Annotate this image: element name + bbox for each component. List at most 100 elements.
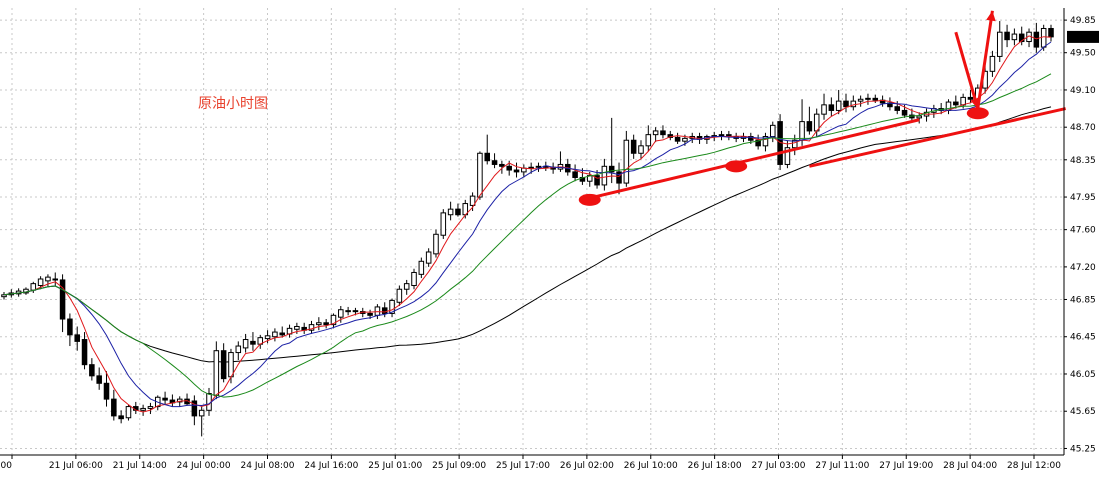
candle-body-bull <box>989 55 996 72</box>
candle-body-bull <box>865 97 871 100</box>
candle-layer <box>1 21 1054 437</box>
candle-body-bull <box>425 251 432 264</box>
candle-body-bear <box>89 364 95 377</box>
candle <box>59 274 66 333</box>
y-tick-label: 45.65 <box>1070 407 1096 417</box>
x-tick-label: 25 Jul 09:00 <box>432 461 486 471</box>
candle <box>477 151 483 200</box>
candle <box>345 306 351 316</box>
candle <box>425 248 432 267</box>
candle <box>623 130 630 187</box>
candle <box>316 317 322 331</box>
candle <box>865 93 871 105</box>
x-tick-label: 27 Jul 03:00 <box>752 461 806 471</box>
candle-body-bear <box>616 171 622 184</box>
candle-body-bear <box>52 278 59 281</box>
candle-body-bull <box>37 278 44 287</box>
candle-body-bear <box>81 339 88 366</box>
moving-average-line-ma-mid <box>3 41 1052 408</box>
candle-body-bear <box>250 340 256 345</box>
moving-average-line-ma-fast <box>3 35 1052 413</box>
candle-body-bull <box>638 145 644 154</box>
long-ma-layer <box>3 106 1052 363</box>
candle-body-bull <box>338 309 344 318</box>
candle <box>330 313 337 329</box>
ma-layer <box>3 35 1052 413</box>
candle-body-bear <box>894 106 901 111</box>
moving-average-line-ma-slow <box>3 73 1052 398</box>
candle-body-bear <box>872 97 879 101</box>
candle-body-bull <box>762 136 769 147</box>
x-tick-label: 28 Jul 12:00 <box>1007 461 1061 471</box>
candle-body-bear <box>843 100 849 108</box>
candle-body-bear <box>806 121 813 132</box>
candle <box>601 158 608 191</box>
candle-body-bear <box>111 398 117 417</box>
candle <box>140 404 146 416</box>
x-tick-label: 28 Jul 04:00 <box>943 461 997 471</box>
candle <box>850 95 857 111</box>
x-tick-label: 2:00 <box>0 461 12 471</box>
candle-body-bull <box>396 288 403 303</box>
candle-body-bull <box>469 195 476 206</box>
candle-body-bull <box>140 407 146 411</box>
candle-body-bear <box>279 332 285 336</box>
candle-body-bull <box>272 331 278 338</box>
candle-body-bull <box>857 98 864 102</box>
x-tick-label: 21 Jul 14:00 <box>113 461 167 471</box>
candle-body-bear <box>323 322 329 326</box>
y-tick-label: 46.05 <box>1070 370 1096 380</box>
y-tick-label: 49.85 <box>1070 16 1096 26</box>
x-tick-label: 24 Jul 08:00 <box>241 461 295 471</box>
candle-body-bull <box>228 352 234 378</box>
candle <box>718 130 725 141</box>
current-price-label: 49.67 <box>1070 33 1096 43</box>
candle <box>220 343 227 383</box>
candle-body-bull <box>477 152 483 198</box>
candle-body-bear <box>67 318 73 336</box>
y-tick-label: 47.20 <box>1070 263 1096 273</box>
grid-layer <box>0 8 1064 455</box>
candle-body-bear <box>630 139 637 154</box>
chart-title: 原油小时图 <box>198 96 268 112</box>
candle-body-bear <box>162 397 168 401</box>
candle-body-bull <box>799 121 805 141</box>
x-tick-label: 24 Jul 16:00 <box>304 461 358 471</box>
candle <box>608 117 615 184</box>
candle-body-bear <box>953 101 959 106</box>
candle <box>594 170 600 189</box>
candle <box>1018 26 1025 46</box>
candle <box>294 322 300 334</box>
candle-body-bull <box>960 96 966 106</box>
candle-body-bull <box>330 314 337 326</box>
candle <box>535 162 542 172</box>
x-tick-label: 26 Jul 18:00 <box>688 461 742 471</box>
x-tick-label: 26 Jul 02:00 <box>560 461 614 471</box>
annotation-dot <box>578 193 601 206</box>
candle-body-bull <box>352 310 359 313</box>
x-tick-label: 27 Jul 19:00 <box>879 461 933 471</box>
candle-body-bull <box>535 165 542 168</box>
y-tick-label: 49.10 <box>1070 86 1096 96</box>
candle <box>989 50 996 77</box>
candle-body-bear <box>674 136 681 142</box>
annotation-dot <box>725 160 748 173</box>
y-tick-layer: 49.85 49.50 49.10 48.70 48.35 47.95 47.60 47.20… <box>1064 16 1096 454</box>
candle <box>103 371 110 407</box>
candle-body-bear <box>594 175 600 186</box>
candle-body-bear <box>755 139 761 147</box>
candle-body-bull <box>213 350 220 396</box>
annotation-layer <box>578 10 1066 206</box>
candle <box>967 89 974 103</box>
candle <box>433 229 439 258</box>
candle <box>250 332 256 351</box>
candle <box>1033 22 1040 53</box>
y-tick-label: 46.45 <box>1070 333 1096 343</box>
candle-body-bull <box>308 324 315 331</box>
y-tick-label: 49.50 <box>1070 49 1096 59</box>
candle-body-bull <box>389 299 395 314</box>
candle-body-bull <box>601 165 608 186</box>
candle-body-bull <box>147 406 154 409</box>
candle-body-bear <box>103 382 110 400</box>
